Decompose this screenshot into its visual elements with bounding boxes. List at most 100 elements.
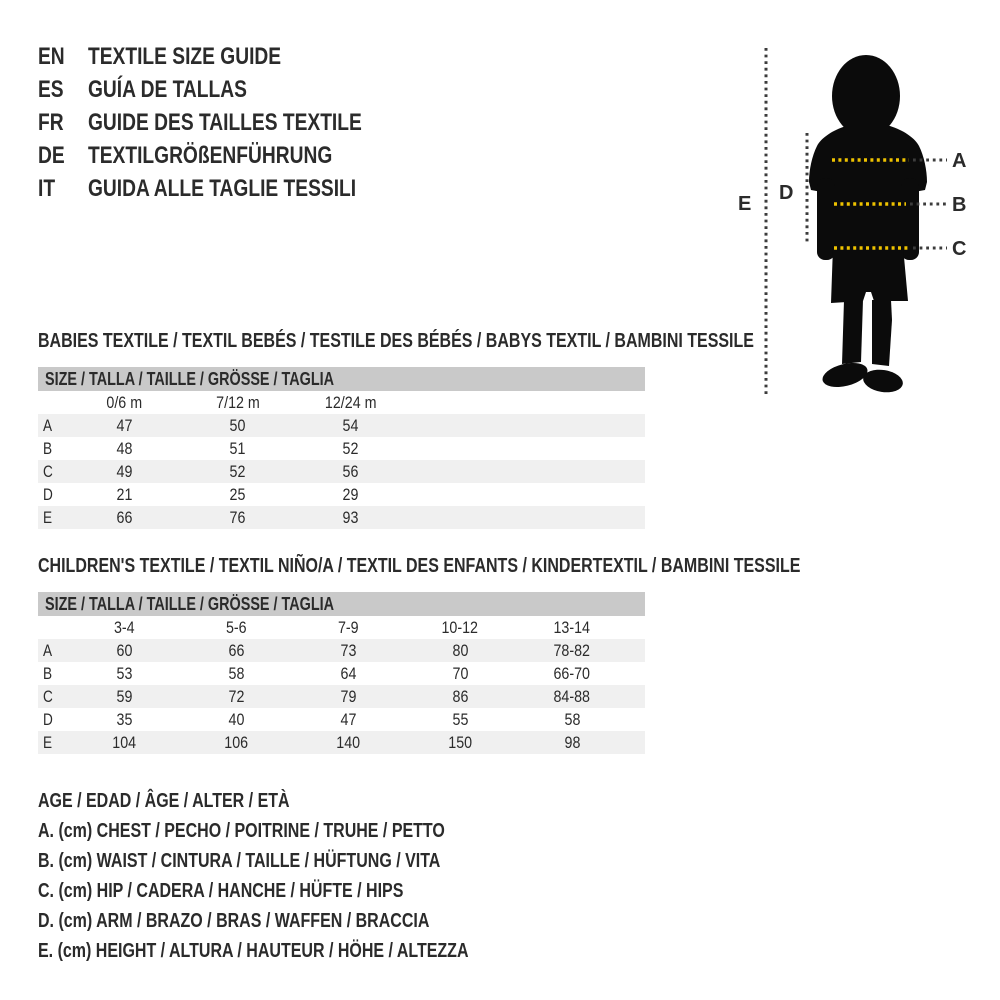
cell-text: 52 xyxy=(342,438,359,458)
table-cell: 80 xyxy=(404,641,516,661)
cell-text: 72 xyxy=(228,686,244,706)
cell-text: 53 xyxy=(116,663,132,683)
cell-text: 76 xyxy=(229,507,246,527)
cell-text: 66 xyxy=(228,640,244,660)
table-cell: 93 xyxy=(294,508,407,528)
table-cell: 59 xyxy=(68,687,180,707)
legend-text: E. (cm) HEIGHT / ALTURA / HAUTEUR / HÖHE… xyxy=(38,939,469,962)
cell-text: 48 xyxy=(116,438,133,458)
row-label: C xyxy=(38,462,68,482)
language-row-de: DE TEXTILGRÖßENFÜHRUNG xyxy=(38,139,430,172)
column-header-text: 10-12 xyxy=(441,617,479,637)
table-cell: 64 xyxy=(292,664,404,684)
table-cell: 48 xyxy=(68,439,181,459)
column-header-text: 12/24 m xyxy=(324,392,377,412)
measurement-legend: AGE / EDAD / ÂGE / ALTER / ETÀ A. (cm) C… xyxy=(38,786,576,966)
column-header: 10-12 xyxy=(404,618,516,638)
row-label: E xyxy=(38,733,68,753)
table-cell: 54 xyxy=(294,416,407,436)
table-cell: 55 xyxy=(404,710,516,730)
language-row-fr: FR GUIDE DES TAILLES TEXTILE xyxy=(38,106,430,139)
table-cell: 104 xyxy=(68,733,180,753)
table-cell: 140 xyxy=(292,733,404,753)
cell-text: 21 xyxy=(116,484,133,504)
row-label-text: D xyxy=(43,484,53,504)
row-label: D xyxy=(38,485,68,505)
language-code: ES xyxy=(38,76,88,104)
table-cell: 58 xyxy=(516,710,628,730)
children-section-title-text: CHILDREN'S TEXTILE / TEXTIL NIÑO/A / TEX… xyxy=(38,555,801,577)
legend-line-chest: A. (cm) CHEST / PECHO / POITRINE / TRUHE… xyxy=(38,816,576,846)
table-row: E 66 76 93 xyxy=(38,506,645,529)
table-row: C 49 52 56 xyxy=(38,460,645,483)
language-code-text: IT xyxy=(38,174,56,202)
row-label: E xyxy=(38,508,68,528)
column-header: 7-9 xyxy=(292,618,404,638)
language-title-text: GUIDA ALLE TAGLIE TESSILI xyxy=(88,174,357,202)
cell-text: 86 xyxy=(452,686,468,706)
row-label: B xyxy=(38,439,68,459)
table-row: B 53 58 64 70 66-70 xyxy=(38,662,645,685)
column-header: 7/12 m xyxy=(181,393,294,413)
table-cell: 56 xyxy=(294,462,407,482)
measure-label-c: C xyxy=(952,238,966,260)
cell-text: 47 xyxy=(116,415,133,435)
table-cell: 58 xyxy=(180,664,292,684)
table-cell: 66 xyxy=(180,641,292,661)
language-title-text: TEXTILGRÖßENFÜHRUNG xyxy=(88,141,333,169)
table-row: A 47 50 54 xyxy=(38,414,645,437)
table-cell: 86 xyxy=(404,687,516,707)
table-cell: 47 xyxy=(68,416,181,436)
cell-text: 29 xyxy=(342,484,359,504)
cell-text: 58 xyxy=(228,663,244,683)
row-label-text: C xyxy=(43,686,53,706)
language-code: IT xyxy=(38,175,88,203)
babies-column-header-row: 0/6 m 7/12 m 12/24 m xyxy=(38,391,645,414)
table-cell: 150 xyxy=(404,733,516,753)
cell-text: 98 xyxy=(564,732,580,752)
measure-label-a: A xyxy=(952,150,966,172)
table-cell: 98 xyxy=(516,733,628,753)
cell-text: 140 xyxy=(336,732,360,752)
cell-text: 49 xyxy=(116,461,133,481)
cell-text: 51 xyxy=(229,438,246,458)
column-header: 5-6 xyxy=(180,618,292,638)
babies-section-title-text: BABIES TEXTILE / TEXTIL BEBÉS / TESTILE … xyxy=(38,330,754,352)
cell-text: 52 xyxy=(229,461,246,481)
language-title-list: EN TEXTILE SIZE GUIDE ES GUÍA DE TALLAS … xyxy=(38,40,430,205)
cell-text: 73 xyxy=(340,640,356,660)
cell-text: 40 xyxy=(228,709,244,729)
column-header: 13-14 xyxy=(516,618,628,638)
language-code: DE xyxy=(38,142,88,170)
legend-line-waist: B. (cm) WAIST / CINTURA / TAILLE / HÜFTU… xyxy=(38,846,576,876)
table-row: D 35 40 47 55 58 xyxy=(38,708,645,731)
table-cell: 35 xyxy=(68,710,180,730)
table-cell: 25 xyxy=(181,485,294,505)
table-cell: 72 xyxy=(180,687,292,707)
cell-text: 58 xyxy=(564,709,580,729)
cell-text: 80 xyxy=(452,640,468,660)
language-row-en: EN TEXTILE SIZE GUIDE xyxy=(38,40,430,73)
table-row: C 59 72 79 86 84-88 xyxy=(38,685,645,708)
legend-text: A. (cm) CHEST / PECHO / POITRINE / TRUHE… xyxy=(38,819,445,842)
row-label-text: A xyxy=(43,415,53,435)
cell-text: 60 xyxy=(116,640,132,660)
cell-text: 25 xyxy=(229,484,246,504)
measure-label-d: D xyxy=(779,182,793,204)
cell-text: 66 xyxy=(116,507,133,527)
table-cell: 47 xyxy=(292,710,404,730)
table-row: B 48 51 52 xyxy=(38,437,645,460)
legend-text: B. (cm) WAIST / CINTURA / TAILLE / HÜFTU… xyxy=(38,849,441,872)
table-cell: 78-82 xyxy=(516,641,628,661)
language-row-es: ES GUÍA DE TALLAS xyxy=(38,73,430,106)
table-cell: 73 xyxy=(292,641,404,661)
table-cell: 79 xyxy=(292,687,404,707)
cell-text: 104 xyxy=(112,732,136,752)
column-header: 12/24 m xyxy=(294,393,407,413)
cell-text: 56 xyxy=(342,461,359,481)
column-header-text: 5-6 xyxy=(225,617,247,637)
cell-text: 54 xyxy=(342,415,359,435)
babies-section-title: BABIES TEXTILE / TEXTIL BEBÉS / TESTILE … xyxy=(38,331,933,351)
row-label-text: B xyxy=(43,663,53,683)
